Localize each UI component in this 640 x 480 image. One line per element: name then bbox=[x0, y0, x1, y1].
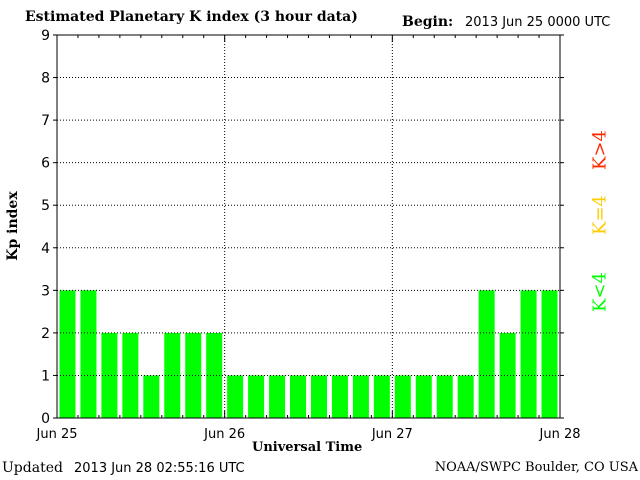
legend-k-less-than-4: K<4 bbox=[589, 272, 611, 312]
y-tick-label: 5 bbox=[41, 198, 50, 214]
begin-label: Begin: bbox=[402, 14, 454, 30]
kp-bar bbox=[373, 375, 390, 418]
legend-k-equal-4: K=4 bbox=[589, 195, 611, 235]
kp-bar bbox=[394, 375, 411, 418]
y-tick-label: 7 bbox=[41, 113, 50, 129]
y-tick-label: 6 bbox=[41, 156, 50, 172]
kp-bar bbox=[101, 332, 118, 418]
x-axis-label: Universal Time bbox=[252, 440, 363, 455]
x-tick-label: Jun 27 bbox=[371, 427, 413, 442]
kp-bar bbox=[122, 332, 139, 418]
updated-label: Updated bbox=[2, 460, 63, 476]
y-tick-label: 4 bbox=[41, 241, 50, 257]
kp-bar bbox=[352, 375, 369, 418]
kp-bar bbox=[185, 332, 202, 418]
kp-bar bbox=[415, 375, 432, 418]
source-credit: NOAA/SWPC Boulder, CO USA bbox=[434, 460, 638, 475]
kp-bar bbox=[248, 375, 265, 418]
x-tick-label: Jun 26 bbox=[203, 427, 245, 442]
kp-bar bbox=[436, 375, 453, 418]
kp-bar bbox=[541, 290, 558, 418]
kp-bar bbox=[457, 375, 474, 418]
y-tick-label: 8 bbox=[41, 71, 50, 87]
kp-bar bbox=[164, 332, 181, 418]
kp-bar bbox=[59, 290, 76, 418]
kp-bar bbox=[310, 375, 327, 418]
legend-k-greater-than-4: K>4 bbox=[589, 130, 611, 170]
begin-value: 2013 Jun 25 0000 UTC bbox=[465, 15, 611, 30]
updated-value: 2013 Jun 28 02:55:16 UTC bbox=[74, 461, 245, 476]
y-tick-label: 3 bbox=[41, 283, 50, 299]
kp-bar bbox=[478, 290, 495, 418]
kp-bar bbox=[80, 290, 97, 418]
kp-bar bbox=[269, 375, 286, 418]
chart-title: Estimated Planetary K index (3 hour data… bbox=[25, 9, 358, 25]
x-tick-label: Jun 28 bbox=[539, 427, 581, 442]
y-axis-label: Kp index bbox=[5, 191, 21, 261]
y-tick-label: 2 bbox=[41, 326, 50, 342]
kp-bar bbox=[206, 332, 223, 418]
kp-bar bbox=[227, 375, 244, 418]
x-tick-label: Jun 25 bbox=[36, 427, 78, 442]
y-tick-label: 1 bbox=[41, 368, 50, 384]
y-tick-label: 9 bbox=[41, 28, 50, 44]
kp-bar bbox=[520, 290, 537, 418]
y-tick-label: 0 bbox=[41, 411, 50, 427]
kp-bar bbox=[331, 375, 348, 418]
kp-bar bbox=[290, 375, 307, 418]
kp-bar bbox=[143, 375, 160, 418]
